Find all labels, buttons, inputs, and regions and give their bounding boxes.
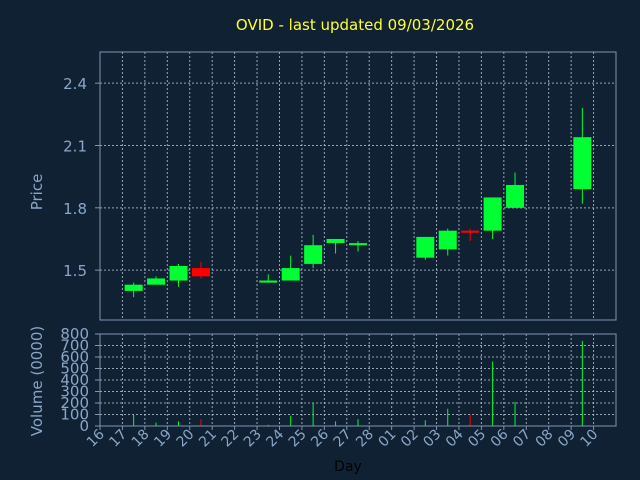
x-tick-label: 04	[443, 426, 467, 450]
x-tick-label: 21	[196, 427, 220, 451]
candle-body	[461, 230, 480, 233]
volume-tick-label: 0	[79, 417, 89, 435]
x-tick-label: 17	[106, 427, 130, 451]
candle-body	[304, 245, 323, 264]
candle-body	[416, 236, 435, 258]
candle-body	[147, 278, 166, 285]
chart-title: OVID - last updated 09/03/2026	[236, 16, 474, 34]
candle-body	[281, 268, 300, 281]
volume-axis-label: Volume (0000)	[28, 326, 46, 436]
volume-tick-label: 300	[60, 383, 89, 401]
x-tick-label: 01	[376, 427, 400, 451]
x-tick-label: 18	[129, 427, 153, 451]
x-tick-label: 20	[174, 427, 198, 451]
x-tick-label: 10	[577, 427, 601, 451]
price-tick-label: 2.4	[63, 75, 87, 93]
price-tick-label: 1.8	[63, 200, 87, 218]
price-tick-label: 2.1	[63, 137, 87, 155]
x-tick-label: 07	[510, 427, 534, 451]
x-tick-label: 25	[286, 427, 310, 451]
x-tick-label: 06	[488, 426, 512, 450]
price-plot-frame	[99, 51, 617, 321]
x-tick-label: 28	[353, 427, 377, 451]
x-tick-label: 26	[308, 426, 332, 450]
x-tick-label: 02	[398, 427, 422, 451]
x-tick-label: 19	[151, 427, 175, 451]
volume-tick-label: 100	[60, 406, 89, 424]
volume-tick-label: 700	[60, 337, 89, 355]
price-axis-label: Price	[28, 174, 46, 211]
x-tick-label: 27	[331, 427, 355, 451]
x-tick-label: 23	[241, 427, 265, 451]
candle-body	[169, 265, 188, 281]
candle-body	[124, 284, 143, 291]
candle-body	[506, 184, 525, 208]
volume-tick-label: 200	[60, 394, 89, 412]
volume-tick-label: 500	[60, 360, 89, 378]
volume-plot-frame	[99, 333, 617, 427]
volume-tick-label: 400	[60, 371, 89, 389]
x-tick-label: 05	[465, 427, 489, 451]
volume-tick-label: 600	[60, 348, 89, 366]
volume-panel: 0100200300400500600700800161718192021222…	[60, 325, 617, 451]
volume-tick-label: 800	[60, 325, 89, 343]
x-tick-label: 03	[420, 427, 444, 451]
x-tick-label: 24	[263, 426, 287, 450]
candle-body	[349, 243, 367, 246]
candle-body	[259, 280, 278, 283]
candle-body	[326, 238, 345, 244]
x-tick-label: 09	[555, 427, 579, 451]
x-tick-label: 22	[219, 427, 243, 451]
candle-body	[191, 268, 210, 277]
x-tick-label: 08	[533, 427, 557, 451]
candle-body	[438, 230, 457, 250]
price-tick-label: 1.5	[63, 262, 87, 280]
candle-body	[573, 137, 592, 190]
price-panel: 1.5 1.8 2.1 2.4	[63, 51, 617, 321]
x-axis-label: Day	[334, 459, 362, 475]
candle-body	[483, 197, 502, 231]
